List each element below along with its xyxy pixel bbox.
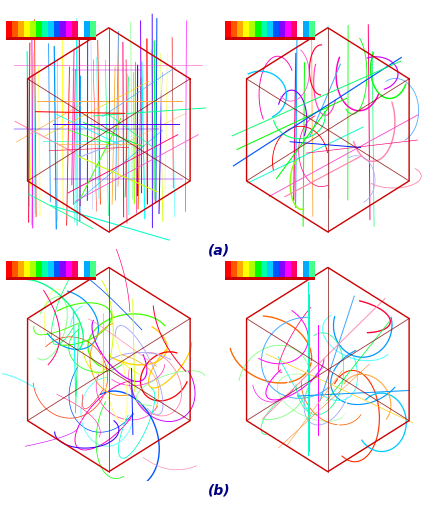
Bar (54, 261, 60, 277)
Bar (7, 277, 96, 280)
Bar (54, 22, 60, 38)
Bar (226, 22, 231, 38)
Bar (279, 261, 285, 277)
Bar (72, 261, 78, 277)
Bar (255, 261, 261, 277)
Bar (249, 261, 255, 277)
Bar (18, 261, 25, 277)
Bar (25, 261, 30, 277)
Bar (25, 22, 30, 38)
Bar (249, 22, 255, 38)
Bar (291, 261, 297, 277)
Bar (285, 22, 291, 38)
Bar (90, 261, 96, 277)
Bar (231, 22, 237, 38)
Bar (7, 261, 12, 277)
Bar (7, 38, 96, 41)
Bar (30, 22, 36, 38)
Bar (78, 22, 84, 38)
Bar (48, 261, 54, 277)
Bar (66, 261, 72, 277)
Bar (42, 261, 48, 277)
Bar (78, 261, 84, 277)
Bar (60, 261, 66, 277)
Bar (84, 22, 90, 38)
Bar (66, 22, 72, 38)
Bar (48, 22, 54, 38)
Bar (261, 22, 267, 38)
Bar (267, 261, 273, 277)
Bar (226, 277, 315, 280)
Bar (303, 261, 309, 277)
Bar (12, 261, 18, 277)
Bar (273, 22, 279, 38)
Bar (267, 22, 273, 38)
Text: (a): (a) (208, 243, 230, 257)
Bar (60, 22, 66, 38)
Bar (12, 22, 18, 38)
Bar (36, 261, 42, 277)
Bar (18, 22, 25, 38)
Bar (84, 261, 90, 277)
Bar (297, 261, 303, 277)
Bar (231, 261, 237, 277)
Bar (244, 22, 249, 38)
Bar (237, 261, 244, 277)
Bar (255, 22, 261, 38)
Bar (72, 22, 78, 38)
Bar (7, 22, 12, 38)
Bar (273, 261, 279, 277)
Bar (279, 22, 285, 38)
Bar (226, 38, 315, 41)
Bar (30, 261, 36, 277)
Bar (90, 22, 96, 38)
Bar (244, 261, 249, 277)
Bar (226, 261, 231, 277)
Bar (309, 261, 315, 277)
Bar (297, 22, 303, 38)
Bar (291, 22, 297, 38)
Bar (261, 261, 267, 277)
Bar (237, 22, 244, 38)
Bar (309, 22, 315, 38)
Bar (303, 22, 309, 38)
Text: (b): (b) (208, 483, 230, 496)
Bar (285, 261, 291, 277)
Bar (42, 22, 48, 38)
Bar (36, 22, 42, 38)
